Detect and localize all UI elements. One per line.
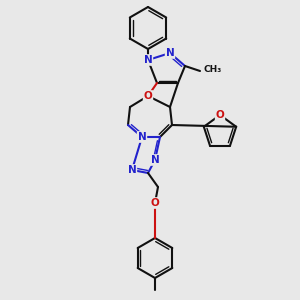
Text: N: N	[144, 55, 152, 65]
Text: CH₃: CH₃	[204, 65, 222, 74]
Text: N: N	[166, 48, 174, 58]
Text: O: O	[151, 198, 159, 208]
Text: N: N	[138, 132, 146, 142]
Text: O: O	[144, 91, 152, 101]
Text: O: O	[216, 110, 224, 120]
Text: N: N	[151, 155, 159, 165]
Text: N: N	[128, 165, 136, 175]
